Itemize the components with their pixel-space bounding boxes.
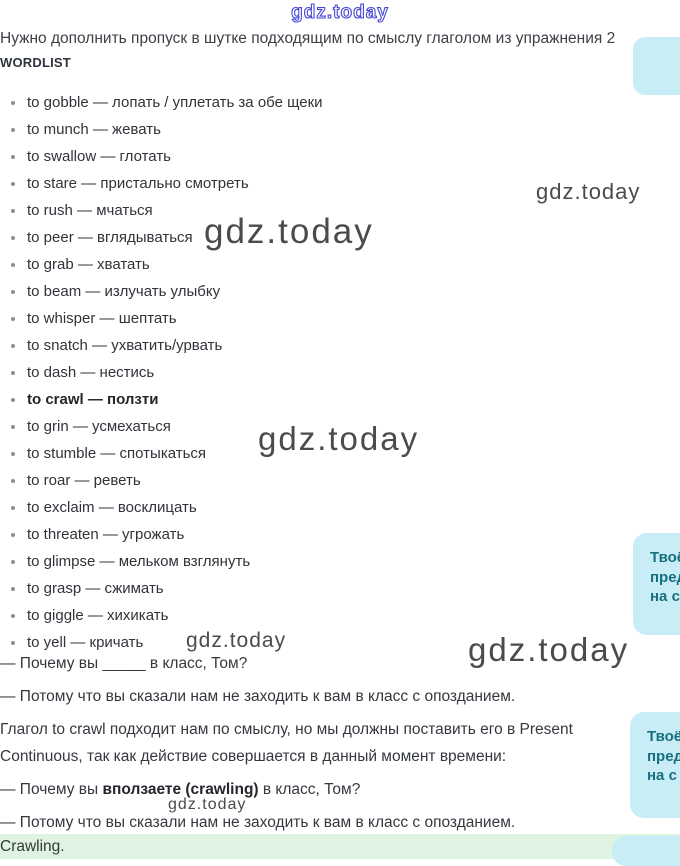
task-heading: Нужно дополнить пропуск в шутке подходящ… (0, 30, 616, 47)
wordlist-item: to giggle — хихикать (0, 602, 640, 629)
wordlist-item: to grab — хватать (0, 251, 640, 278)
wordlist-item: to snatch — ухватить/урвать (0, 332, 640, 359)
wordlist-item: to munch — жевать (0, 116, 640, 143)
answer-verb-bold: вползаете (crawling) (102, 781, 259, 798)
wordlist-item: to stare — пристально смотреть (0, 170, 640, 197)
joke-answer-line-repeat: — Потому что вы сказали нам не заходить … (0, 814, 516, 831)
wordlist-item: to whisper — шептать (0, 305, 640, 332)
wordlist-item: to exclaim — восклицать (0, 494, 640, 521)
explanation-text: Глагол to crawl подходит нам по смыслу, … (0, 721, 573, 765)
wordlist-item: to glimpse — мельком взглянуть (0, 548, 640, 575)
wordlist-item: to swallow — глотать (0, 143, 640, 170)
bubble-line: на с (650, 588, 680, 605)
joke-question-blank: — Почему вы _____ в класс, Том? (0, 655, 248, 672)
suggestion-bubble-2[interactable]: Твоё пред на с (630, 712, 680, 818)
wordlist-item: to beam — излучать улыбку (0, 278, 640, 305)
suggestion-bubble-1[interactable]: Твоё пред на с (633, 533, 680, 635)
joke-question-completed: — Почему вы вползаете (crawling) в класс… (0, 776, 360, 803)
wordlist-item: to crawl — ползти (0, 386, 640, 413)
wordlist-item: to stumble — спотыкаться (0, 440, 640, 467)
bubble-line: на с (647, 767, 677, 784)
wordlist-item: to roar — реветь (0, 467, 640, 494)
wordlist-title: WORDLIST (0, 55, 71, 70)
question-prefix: — Почему вы (0, 781, 103, 798)
bubble-line: пред (647, 747, 680, 765)
suggestion-bubble-top[interactable] (633, 37, 680, 95)
wordlist-item: to rush — мчаться (0, 197, 640, 224)
wordlist-item: to gobble — лопать / уплетать за обе щек… (0, 89, 640, 116)
suggestion-bubble-3[interactable] (612, 836, 680, 866)
gdz-logo-link[interactable]: gdz.today (291, 1, 389, 23)
wordlist-item: to grin — усмехаться (0, 413, 640, 440)
wordlist-item: to yell — кричать (0, 629, 640, 656)
joke-answer-line: — Потому что вы сказали нам не заходить … (0, 688, 516, 705)
final-answer-band: Crawling. (0, 834, 680, 859)
wordlist-item: to threaten — угрожать (0, 521, 640, 548)
wordlist-item: to peer — вглядываться (0, 224, 640, 251)
question-suffix: в класс, Том? (258, 781, 361, 798)
bubble-line: Твоё (647, 728, 680, 745)
bubble-line: пред (650, 568, 680, 586)
wordlist-item: to grasp — сжимать (0, 575, 640, 602)
wordlist: to gobble — лопать / уплетать за обе щек… (0, 89, 640, 656)
wordlist-item: to dash — нестись (0, 359, 640, 386)
bubble-line: Твоё (650, 549, 680, 566)
